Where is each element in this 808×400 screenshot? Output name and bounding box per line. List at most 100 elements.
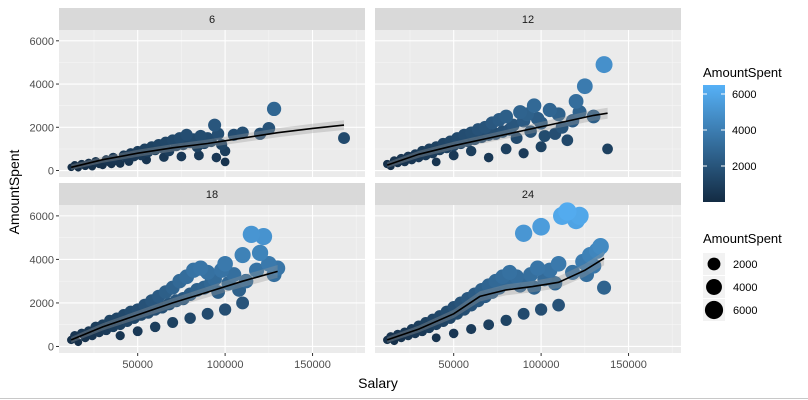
data-point [561, 134, 574, 147]
colorbar-label: 4000 [732, 125, 756, 137]
data-point [448, 328, 459, 339]
panel-background [59, 30, 365, 177]
data-point [132, 326, 143, 337]
data-point [576, 78, 593, 95]
data-point [234, 246, 251, 264]
facet-strip [375, 183, 681, 205]
facet-strip-label: 6 [209, 14, 215, 26]
data-point [192, 260, 209, 276]
smooth-trend-line [70, 270, 278, 341]
data-point [542, 102, 557, 118]
size-legend-label: 4000 [733, 282, 757, 294]
data-point [220, 157, 230, 167]
data-point [184, 312, 196, 324]
data-point [534, 303, 548, 316]
data-point [518, 148, 529, 159]
data-point [431, 157, 441, 167]
facet-strip [59, 183, 365, 205]
data-point [499, 109, 514, 124]
data-point [483, 319, 495, 331]
data-point [236, 126, 249, 139]
data-point [176, 151, 187, 162]
data-point [226, 267, 242, 283]
facet-panel-18: 18 [59, 183, 365, 353]
color-legend-title: AmountSpent [703, 65, 782, 80]
data-point [208, 118, 222, 132]
data-point [448, 150, 459, 161]
smooth-trend-line [71, 124, 345, 169]
data-point [466, 323, 477, 335]
x-tick-label: 150000 [610, 359, 647, 371]
data-point [431, 333, 441, 343]
data-point [201, 307, 214, 320]
y-axis: 0 2000 4000 6000 0 2000 4000 6000 [30, 36, 59, 353]
data-point [149, 321, 161, 333]
data-point [383, 159, 392, 169]
facet-panel-12: 12 [375, 8, 681, 177]
data-point [510, 132, 523, 145]
facet-strip [59, 8, 365, 30]
data-point [217, 255, 233, 272]
y-axis-title: AmountSpent [6, 149, 22, 234]
data-point [517, 307, 530, 320]
data-point [338, 132, 350, 145]
y-tick-label: 0 [48, 341, 54, 353]
colorbar [703, 85, 725, 202]
x-tick-label: 150000 [294, 359, 331, 371]
facet-panel-6: 6 [59, 8, 365, 177]
y-tick-label: 4000 [30, 254, 54, 266]
data-point [529, 260, 546, 276]
data-point [538, 129, 551, 142]
colorbar-label: 6000 [732, 89, 756, 101]
data-point [242, 225, 260, 244]
facet-panel-24: 24 [375, 183, 681, 353]
data-point [514, 224, 533, 242]
data-point [211, 152, 222, 163]
facet-strip [375, 8, 681, 30]
data-point [592, 238, 609, 255]
data-point [502, 264, 518, 281]
data-point [218, 303, 232, 316]
y-tick-label: 2000 [30, 122, 54, 134]
data-point [550, 255, 567, 272]
smooth-confidence-band [387, 107, 608, 168]
size-legend-label: 6000 [733, 305, 757, 317]
data-point [526, 98, 542, 113]
data-point [555, 120, 569, 134]
smooth-trend-line [386, 257, 605, 341]
data-point [193, 150, 204, 161]
data-point [500, 143, 512, 155]
data-point [180, 128, 193, 141]
data-point [266, 101, 282, 117]
y-tick-label: 6000 [30, 211, 54, 223]
data-point [532, 217, 550, 236]
y-tick-label: 2000 [30, 298, 54, 310]
data-point [261, 255, 277, 272]
data-point [586, 109, 601, 124]
data-point [115, 330, 125, 341]
data-point [535, 141, 547, 153]
facet-strip-label: 18 [206, 189, 218, 201]
data-point [530, 111, 545, 126]
x-tick-label: 100000 [523, 359, 560, 371]
x-axis: 50000 100000 150000 50000 100000 150000 [122, 353, 647, 371]
data-point [248, 262, 265, 278]
size-legend-point [706, 279, 722, 295]
smooth-trend-line [386, 112, 608, 166]
color-legend: AmountSpent 2000 4000 6000 [703, 65, 782, 202]
data-point [238, 273, 254, 289]
facet-strip-label: 24 [522, 189, 534, 201]
x-tick-label: 100000 [207, 359, 244, 371]
data-point [565, 264, 581, 281]
data-point [167, 317, 179, 329]
colorbar-label: 2000 [732, 161, 756, 173]
size-legend-point [704, 300, 724, 320]
facet-panels: 6 12 18 24 [59, 8, 681, 353]
data-point [597, 280, 612, 295]
data-point [595, 56, 613, 74]
data-point [194, 129, 207, 142]
data-point [483, 152, 494, 163]
x-tick-label: 50000 [438, 359, 469, 371]
data-point [500, 314, 512, 326]
